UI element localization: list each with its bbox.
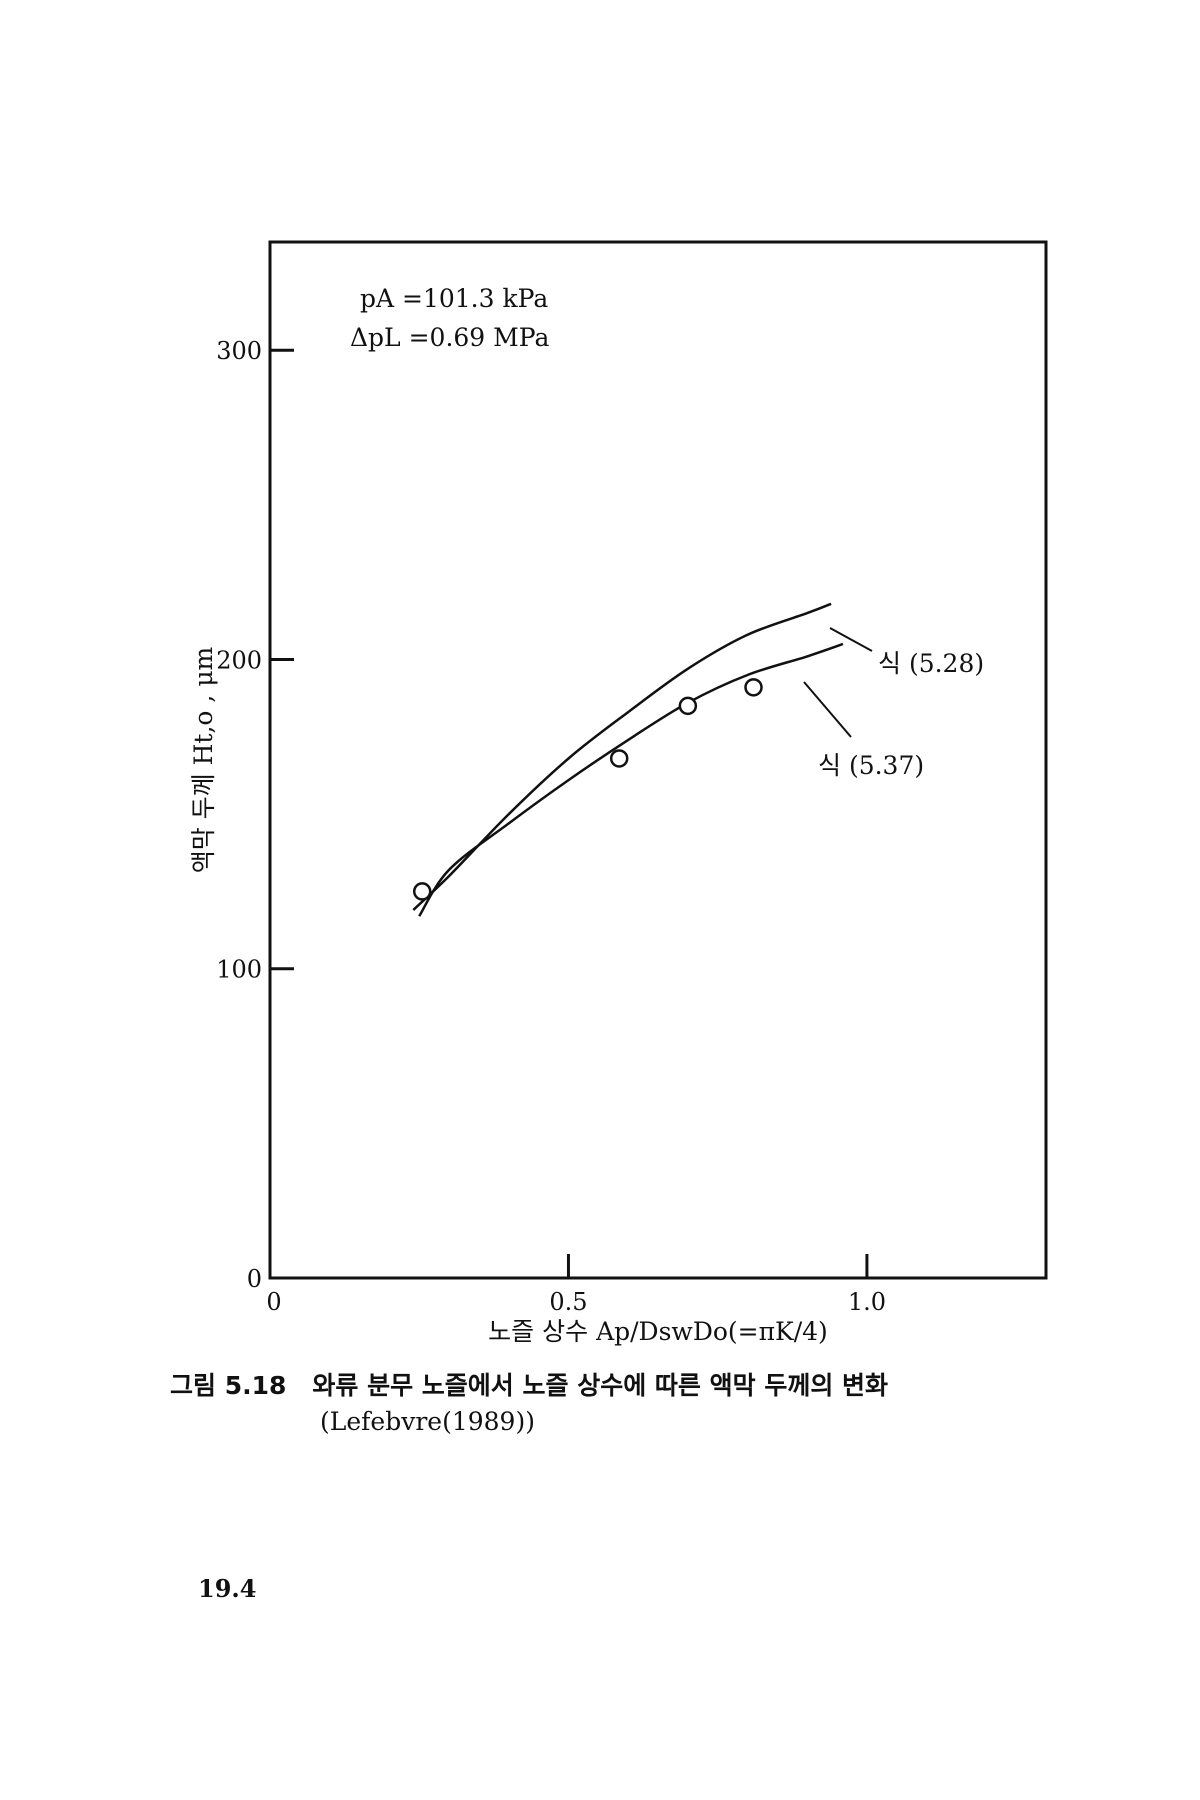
- x-tick-label: 0.5: [549, 1288, 587, 1316]
- data-point: [744, 678, 763, 697]
- y-axis-label: 액막 두께 Ht,o , μm: [189, 646, 218, 873]
- condition-pa: pA =101.3 kPa: [360, 284, 548, 313]
- series-label-5-28: 식 (5.28): [878, 649, 984, 678]
- plot-frame: [268, 240, 1048, 1280]
- data-point: [609, 749, 629, 768]
- axis-ticks: 0 100 200 300 0 0.5 1.0: [216, 337, 886, 1316]
- series-line-1: [412, 602, 832, 911]
- y-tick-label: 0: [247, 1265, 262, 1293]
- y-tick-label: 100: [216, 956, 262, 984]
- figure-number: 그림 5.18: [170, 1371, 287, 1400]
- data-point: [678, 696, 698, 716]
- figure-caption-text: 와류 분무 노즐에서 노즐 상수에 따른 액막 두께의 변화: [312, 1371, 889, 1400]
- y-tick-label: 200: [216, 646, 262, 674]
- x-axis-label: 노즐 상수 Ap/DswDo(=πK/4): [488, 1317, 828, 1346]
- y-tick-label: 300: [216, 337, 262, 365]
- condition-dpl: ΔpL =0.69 MPa: [350, 323, 549, 352]
- series-layer: [412, 602, 844, 917]
- x-tick-label: 1.0: [848, 1288, 886, 1316]
- figure-caption: 그림 5.18 와류 분무 노즐에서 노즐 상수에 따른 액막 두께의 변화 (L…: [170, 1368, 1130, 1440]
- page-number: 19.4: [198, 1574, 257, 1603]
- series-label-5-37: 식 (5.37): [818, 751, 924, 780]
- x-tick-label: 0: [266, 1288, 281, 1316]
- data-point: [412, 882, 432, 901]
- figure-caption-source: (Lefebvre(1989)): [320, 1407, 535, 1436]
- leader-line-5-37: [803, 681, 852, 738]
- series-line-2: [418, 642, 844, 917]
- leader-line-5-28: [829, 627, 873, 652]
